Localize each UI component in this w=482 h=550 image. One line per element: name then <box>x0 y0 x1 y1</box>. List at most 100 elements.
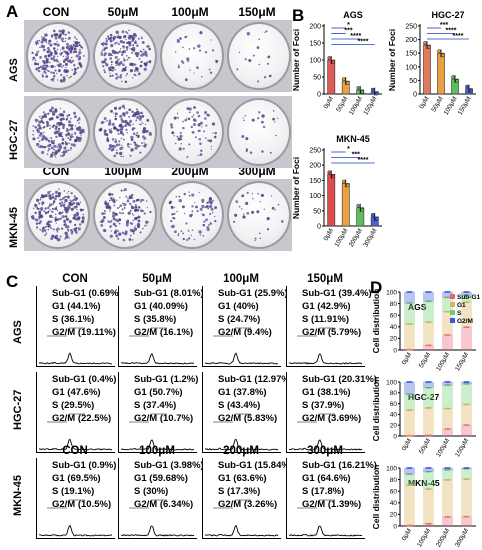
colony <box>75 231 78 234</box>
colony <box>180 60 184 63</box>
colony <box>34 203 38 207</box>
colony <box>46 153 49 156</box>
chart-title: MKN-45 <box>408 478 440 488</box>
colony <box>180 142 183 145</box>
colony <box>73 111 77 115</box>
colony <box>67 149 69 152</box>
colony <box>193 123 196 126</box>
colony <box>109 65 113 69</box>
colony <box>40 150 45 155</box>
colony <box>44 33 48 37</box>
colony <box>75 54 79 58</box>
colony <box>198 230 202 234</box>
colony <box>34 59 37 62</box>
colony <box>128 146 131 149</box>
colony <box>257 192 260 195</box>
colony <box>148 132 152 136</box>
histogram-plot <box>202 286 281 367</box>
colony <box>134 141 136 144</box>
colony <box>122 112 126 116</box>
colony <box>42 64 45 68</box>
colony <box>129 62 133 66</box>
g1-value: G1 (64.6%) <box>302 473 351 484</box>
colony <box>144 51 147 54</box>
colony <box>193 72 195 74</box>
colony <box>120 137 122 140</box>
colony <box>131 213 134 215</box>
colony <box>32 217 35 220</box>
colony <box>122 138 125 141</box>
colony <box>114 229 118 233</box>
culture-dish <box>160 22 224 90</box>
colony <box>38 140 41 143</box>
colony <box>264 31 266 34</box>
colony <box>204 137 207 139</box>
colony <box>135 119 138 122</box>
conc-label: 100μM <box>171 5 209 19</box>
colony <box>170 225 173 228</box>
colony <box>55 59 59 63</box>
colony <box>214 220 217 223</box>
colony <box>101 60 104 64</box>
stacked-bar-segment <box>404 473 415 486</box>
colony <box>104 42 108 46</box>
stacked-bar-segment <box>442 479 453 518</box>
colony <box>73 47 77 51</box>
colony <box>64 33 67 36</box>
data-point <box>345 183 350 188</box>
legend-swatch <box>450 318 455 323</box>
colony <box>114 224 118 228</box>
colony <box>139 231 142 234</box>
x-tick-label: 0μM <box>418 96 430 111</box>
y-axis-label: Cell distribution <box>372 377 381 442</box>
colony <box>137 37 140 40</box>
colony <box>73 44 76 47</box>
g2m-value: G2/M (6.34%) <box>134 499 194 510</box>
row-label: AGS <box>8 58 20 82</box>
colony <box>53 199 55 202</box>
colony <box>65 133 69 137</box>
colony <box>177 66 180 69</box>
colony <box>204 117 207 120</box>
colony <box>40 138 44 142</box>
histogram-plot <box>36 286 115 367</box>
y-tick-label: 80 <box>390 477 398 484</box>
colony <box>106 137 109 140</box>
subg1-value: Sub-G1 (0.69%) <box>52 288 122 299</box>
colony <box>133 232 135 235</box>
colony <box>182 46 184 49</box>
colony <box>191 210 194 213</box>
colony <box>116 207 119 210</box>
colony <box>185 117 188 119</box>
colony <box>44 229 47 232</box>
colony <box>40 117 43 120</box>
colony <box>260 193 264 197</box>
colony <box>75 41 79 45</box>
colony <box>70 203 74 206</box>
colony <box>170 220 173 223</box>
colony <box>134 69 137 72</box>
data-point <box>427 45 431 49</box>
colony <box>132 132 136 135</box>
colony <box>277 203 280 206</box>
colony <box>202 223 206 227</box>
g1-value: G1 (69.5%) <box>52 473 101 484</box>
s-value: S (30%) <box>134 486 169 497</box>
colony <box>56 64 58 66</box>
colony-dots <box>99 187 152 242</box>
colony <box>50 237 54 241</box>
colony <box>66 225 70 229</box>
colony <box>112 217 116 221</box>
colony <box>113 106 118 110</box>
colony <box>113 224 116 226</box>
colony <box>120 155 122 158</box>
colony <box>69 124 72 127</box>
colony <box>109 130 113 134</box>
colony <box>34 53 39 57</box>
colony <box>109 145 113 149</box>
colony <box>65 199 67 202</box>
colony <box>49 220 53 223</box>
data-point <box>360 90 365 94</box>
colony <box>53 148 55 151</box>
colony <box>182 237 185 241</box>
